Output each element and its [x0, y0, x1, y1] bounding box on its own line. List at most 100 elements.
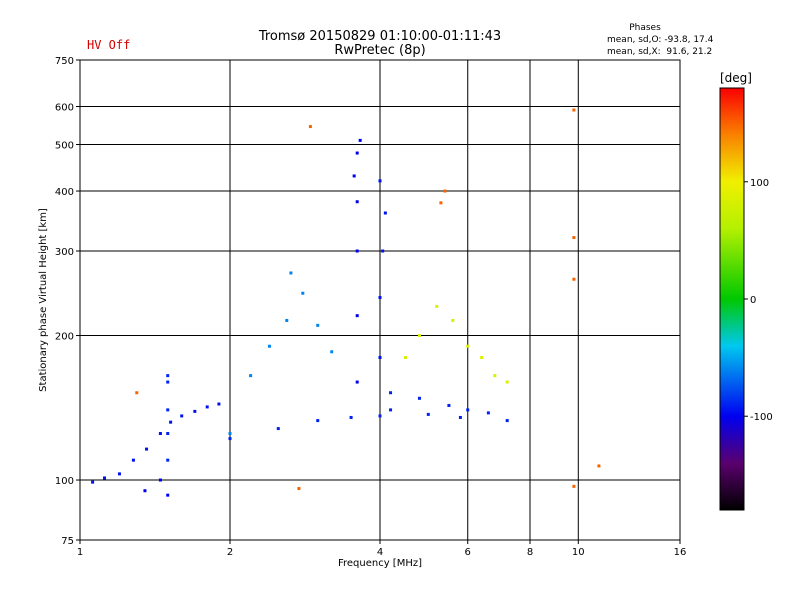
y-tick-label: 200: [55, 332, 74, 343]
hv-status-label: HV Off: [87, 38, 131, 52]
data-point: [166, 380, 170, 384]
data-point: [228, 432, 232, 436]
data-point: [355, 314, 359, 318]
x-tick-label: 6: [465, 547, 471, 558]
y-tick-label: 750: [55, 56, 74, 67]
x-tick-label: 2: [227, 547, 233, 558]
y-tick-label: 400: [55, 187, 74, 198]
x-tick-label: 8: [527, 547, 533, 558]
data-point: [451, 318, 455, 322]
data-point: [169, 420, 173, 424]
x-axis-label: Frequency [MHz]: [338, 558, 422, 569]
colorbar: 100 0 -100: [719, 87, 773, 511]
data-point: [572, 236, 576, 240]
data-point: [572, 484, 576, 488]
x-tick-label: 16: [674, 547, 687, 558]
data-point: [180, 414, 184, 418]
data-point: [355, 380, 359, 384]
data-point: [383, 211, 387, 215]
data-point: [316, 419, 320, 423]
data-point: [389, 408, 393, 412]
data-point: [330, 350, 334, 354]
data-point: [135, 391, 139, 395]
data-point: [193, 409, 197, 413]
data-point: [458, 415, 462, 419]
data-point: [103, 476, 107, 480]
data-point: [417, 334, 421, 338]
x-tick-label: 1: [77, 547, 83, 558]
data-point: [308, 125, 312, 129]
plot-area: 1 2 4 6 8 10 16 75 100 200 300 400 500 600 750: [55, 56, 686, 558]
chart-subtitle: RwPretec (8p): [334, 43, 425, 58]
data-point: [249, 374, 253, 378]
data-point: [117, 472, 121, 476]
data-point: [355, 151, 359, 155]
data-point: [131, 458, 135, 462]
data-point: [435, 304, 439, 308]
data-point: [417, 396, 421, 400]
data-point: [505, 380, 509, 384]
colorbar-tick-label: -100: [750, 412, 773, 423]
data-point: [143, 489, 147, 493]
phases-stats-x: mean, sd,X: 91.6, 21.2: [607, 47, 712, 57]
data-point: [466, 408, 470, 412]
y-tick-label: 600: [55, 103, 74, 114]
y-tick-label: 75: [61, 536, 74, 547]
data-point: [447, 403, 451, 407]
data-point: [443, 189, 447, 193]
data-point: [91, 480, 95, 484]
data-point: [572, 277, 576, 281]
data-point: [276, 427, 280, 431]
phases-stats-o: mean, sd,O: -93.8, 17.4: [607, 35, 714, 45]
data-point: [158, 432, 162, 436]
data-point: [349, 415, 353, 419]
y-tick-label: 100: [55, 476, 74, 487]
data-point: [166, 458, 170, 462]
data-point: [381, 249, 385, 253]
data-point: [403, 355, 407, 359]
data-point: [378, 296, 382, 300]
data-point: [572, 108, 576, 112]
colorbar-tick-label: 100: [750, 178, 769, 189]
colorbar-tick-label: 0: [750, 295, 756, 306]
data-point: [228, 437, 232, 441]
data-point: [378, 355, 382, 359]
data-point: [267, 344, 271, 348]
data-point: [486, 411, 490, 415]
data-point: [166, 493, 170, 497]
data-point: [378, 414, 382, 418]
data-point: [205, 405, 209, 409]
y-tick-label: 300: [55, 247, 74, 258]
data-point: [352, 174, 356, 178]
data-point: [378, 179, 382, 183]
data-point: [597, 464, 601, 468]
data-point: [301, 291, 305, 295]
data-point: [355, 200, 359, 204]
data-point: [166, 432, 170, 436]
data-point: [166, 408, 170, 412]
phases-title: Phases: [629, 23, 661, 33]
data-point: [389, 391, 393, 395]
data-point: [217, 402, 221, 406]
data-point: [466, 344, 470, 348]
chart-title: Tromsø 20150829 01:10:00-01:11:43: [258, 29, 501, 44]
data-point: [316, 323, 320, 327]
data-point: [505, 419, 509, 423]
colorbar-bar: [719, 87, 745, 511]
data-point: [289, 271, 293, 275]
data-point: [297, 487, 301, 491]
x-tick-label: 10: [572, 547, 585, 558]
data-point: [166, 374, 170, 378]
data-point: [285, 318, 289, 322]
data-point: [355, 249, 359, 253]
data-point: [439, 201, 443, 205]
data-point: [158, 478, 162, 482]
data-point: [358, 138, 362, 142]
y-tick-label: 500: [55, 141, 74, 152]
data-point: [480, 355, 484, 359]
data-point: [145, 447, 149, 451]
colorbar-label: [deg]: [720, 71, 752, 85]
x-tick-label: 4: [377, 547, 383, 558]
